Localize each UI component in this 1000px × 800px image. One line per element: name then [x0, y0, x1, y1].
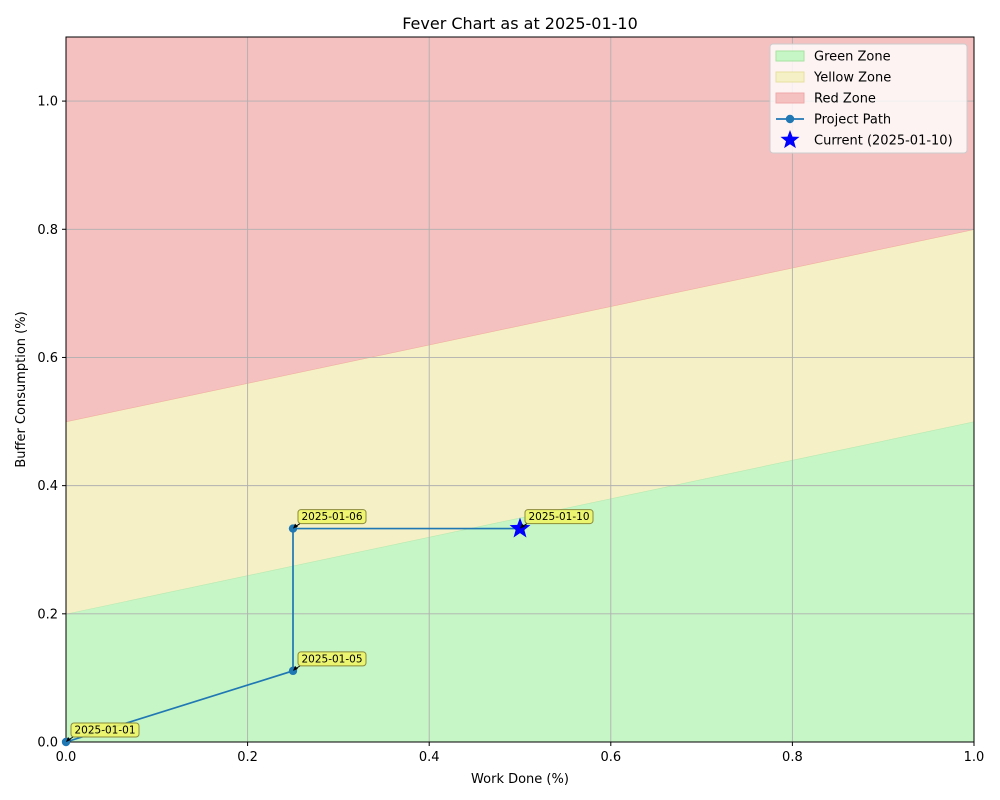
- y-tick-label: 0.4: [37, 479, 58, 494]
- x-axis-label: Work Done (%): [471, 772, 569, 787]
- legend-marker-project-path: [785, 114, 795, 124]
- legend-label: Project Path: [814, 113, 891, 128]
- y-tick-label: 0.8: [37, 223, 58, 238]
- annotation-arrowhead: [520, 523, 525, 529]
- annotation-box: [70, 722, 140, 738]
- legend-swatch-yellow-zone: [775, 71, 805, 83]
- annotation-box: [297, 509, 367, 525]
- x-tick-label: 0.8: [782, 750, 803, 765]
- annotations-group: 2025-01-01 2025-01-05 2025-01-06 2025-01-10: [66, 509, 594, 742]
- y-tick-label: 0.2: [37, 607, 58, 622]
- y-tick-label: 0.6: [37, 351, 58, 366]
- y-tick-label: 0.0: [37, 736, 58, 751]
- annotation-box: [297, 651, 367, 667]
- annotation-label: 2025-01-06: [301, 511, 362, 523]
- x-tick-label: 0.0: [56, 750, 77, 765]
- x-tick-label: 0.2: [237, 750, 258, 765]
- annotation-label: 2025-01-01: [74, 725, 135, 737]
- annotation-arrowhead: [66, 737, 71, 742]
- legend-label: Red Zone: [814, 92, 876, 107]
- annotation-arrowhead: [293, 523, 298, 529]
- plot-frame: [65, 36, 975, 743]
- y-tick-label: 1.0: [37, 95, 58, 110]
- legend-label: Yellow Zone: [813, 71, 891, 86]
- y-axis-label: Buffer Consumption (%): [14, 311, 29, 467]
- annotation-arrowhead: [293, 665, 298, 671]
- legend-swatch-red-zone: [775, 92, 805, 104]
- legend-label: Current (2025-01-10): [814, 134, 953, 149]
- legend-box: [769, 43, 968, 154]
- x-tick-label: 0.4: [419, 750, 440, 765]
- annotation-label: 2025-01-10: [528, 511, 589, 523]
- legend-swatch-green-zone: [775, 50, 805, 62]
- legend-label: Green Zone: [814, 50, 891, 65]
- current-star-marker: [509, 517, 531, 538]
- annotation-label: 2025-01-05: [301, 653, 362, 665]
- yellow-zone-area: [66, 229, 974, 614]
- annotation-box: [524, 509, 594, 525]
- legend-marker-current: [780, 130, 800, 149]
- project-path-line: [65, 527, 520, 743]
- x-tick-label: 0.6: [600, 750, 621, 765]
- chart-title: Fever Chart as at 2025-01-10: [402, 14, 638, 33]
- legend: Green Zone Yellow Zone Red Zone Project Pat…: [769, 43, 968, 154]
- x-tick-label: 1.0: [964, 750, 985, 765]
